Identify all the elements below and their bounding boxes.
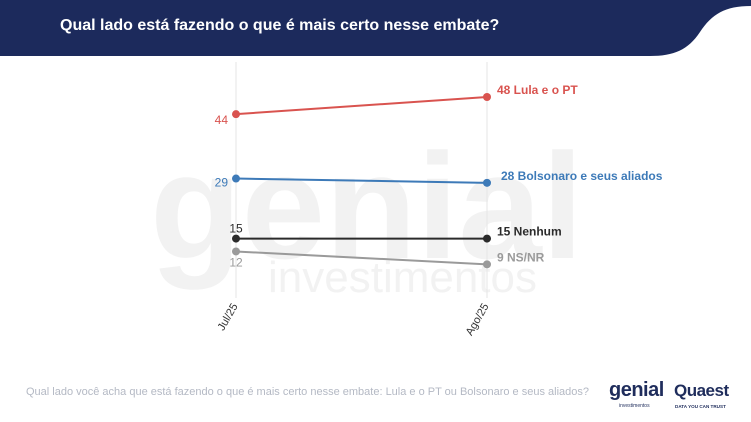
point-lula-e-o-pt-jul-25: [232, 110, 240, 119]
series-nenhum: 15 15 Nenhum: [229, 222, 562, 243]
end-label-nenhum: 15 Nenhum: [497, 225, 562, 239]
data-label-ns-nr-start: 12: [229, 255, 243, 269]
point-lula-e-o-pt-ago-25: [483, 93, 491, 101]
x-tick-label-jul-25: Jul/25: [216, 302, 241, 333]
data-label-nenhum-start: 15: [229, 222, 243, 236]
genial-logo-sub: investimentos: [619, 403, 650, 409]
watermark: genial investimentos: [150, 122, 583, 302]
quaest-logo-word: Quaest: [674, 381, 729, 400]
point-ns-nr-ago-25: [483, 260, 491, 269]
end-label-lula-e-o-pt: 48 Lula e o PT: [497, 83, 578, 97]
series-lula-e-o-pt: 44 48 Lula e o PT: [215, 83, 579, 127]
point-nenhum-jul-25: [232, 234, 240, 243]
end-label-bolsonaro-e-seus-aliados: 28 Bolsonaro e seus aliados: [501, 169, 663, 183]
point-bolsonaro-e-seus-aliados-jul-25: [232, 174, 240, 183]
series-line-lula-e-o-pt: [235, 96, 488, 116]
data-label-lula-e-o-pt-start: 44: [215, 113, 229, 127]
footer-question: Qual lado você acha que está fazendo o q…: [26, 386, 589, 398]
point-nenhum-ago-25: [483, 234, 491, 243]
series-line-bolsonaro-e-seus-aliados: [235, 177, 488, 184]
x-tick-label-ago-25: Ago/25: [464, 302, 492, 338]
watermark-word: genial: [150, 122, 583, 290]
line-chart: genial investimentos Jul/25 Ago/25 44 48 L…: [150, 62, 663, 338]
end-label-ns-nr: 9 NS/NR: [497, 250, 545, 264]
watermark-sub: investimentos: [268, 253, 537, 302]
page-title: Qual lado está fazendo o que é mais cert…: [60, 17, 500, 34]
point-bolsonaro-e-seus-aliados-ago-25: [483, 178, 491, 187]
data-label-bolsonaro-e-seus-aliados-start: 29: [215, 176, 229, 190]
quaest-logo: Quaest DATA YOU CAN TRUST: [674, 381, 736, 413]
series-ns-nr: 12 9 NS/NR: [229, 247, 545, 269]
genial-logo-word: genial: [609, 379, 664, 401]
genial-logo: genial investimentos: [609, 379, 667, 413]
series-bolsonaro-e-seus-aliados: 29 28 Bolsonaro e seus aliados: [215, 169, 663, 190]
quaest-logo-tagline: DATA YOU CAN TRUST: [675, 404, 726, 409]
point-ns-nr-jul-25: [232, 247, 240, 256]
series-line-ns-nr: [235, 250, 488, 266]
header-band: [0, 0, 751, 56]
